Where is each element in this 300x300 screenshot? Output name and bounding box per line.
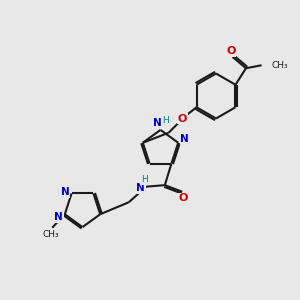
Text: O: O — [178, 193, 188, 203]
Text: O: O — [177, 114, 187, 124]
Text: H: H — [141, 175, 148, 184]
Text: CH₃: CH₃ — [42, 230, 59, 239]
Text: CH₃: CH₃ — [271, 61, 288, 70]
Text: N: N — [54, 212, 63, 222]
Text: N: N — [152, 118, 161, 128]
Text: N: N — [61, 187, 69, 197]
Text: N: N — [180, 134, 189, 144]
Text: N: N — [136, 183, 145, 193]
Text: O: O — [226, 46, 236, 56]
Text: H: H — [162, 116, 169, 125]
